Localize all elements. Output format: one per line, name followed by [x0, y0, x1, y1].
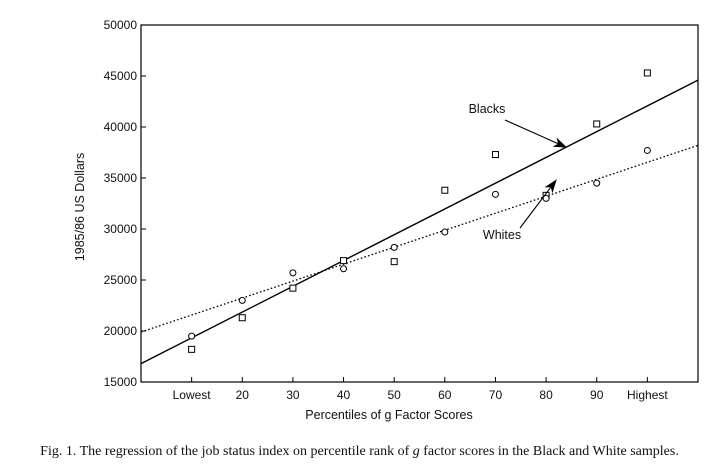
- y-tick-label: 20000: [104, 324, 138, 338]
- y-tick-label: 40000: [104, 120, 138, 134]
- x-tick-label: 60: [438, 388, 452, 402]
- x-tick-label: 20: [236, 388, 250, 402]
- data-point-blacks: [289, 284, 297, 292]
- x-tick-label: Lowest: [173, 388, 212, 402]
- x-tick-label: 30: [286, 388, 300, 402]
- x-tick-label: 70: [489, 388, 503, 402]
- data-point-blacks: [643, 69, 651, 77]
- chart-area: 15000 20000 25000 30000 35000 40000 45000 50000…: [73, 18, 699, 422]
- x-tick-label: 80: [539, 388, 553, 402]
- y-tick-label: 30000: [104, 222, 138, 236]
- data-point-blacks: [441, 186, 449, 194]
- annotation-label-whites: Whites: [483, 228, 521, 242]
- data-point-whites: [188, 332, 196, 340]
- data-point-whites: [390, 243, 398, 251]
- data-point-whites: [542, 194, 550, 202]
- y-tick-label: 35000: [104, 171, 138, 185]
- annotation-label-blacks: Blacks: [469, 102, 506, 116]
- figure-caption: Fig. 1. The regression of the job status…: [0, 444, 719, 460]
- caption-text-before: Fig. 1. The regression of the job status…: [40, 444, 413, 459]
- data-point-whites: [340, 265, 348, 273]
- y-tick-label: 15000: [104, 375, 138, 389]
- fit-line-blacks: [140, 79, 699, 365]
- y-tick-label: 45000: [104, 69, 138, 83]
- y-tick-label: 50000: [104, 18, 138, 32]
- x-tick-label: Highest: [627, 388, 668, 402]
- data-point-blacks: [340, 257, 348, 265]
- data-point-blacks: [491, 151, 499, 159]
- data-point-whites: [643, 146, 651, 154]
- data-point-whites: [593, 179, 601, 187]
- y-tick-label: 25000: [104, 273, 138, 287]
- data-point-blacks: [238, 314, 246, 322]
- annotation-arrow-blacks: [504, 119, 568, 148]
- y-axis-title: 1985/86 US Dollars: [73, 153, 87, 261]
- data-point-blacks: [390, 258, 398, 266]
- data-point-blacks: [188, 345, 196, 353]
- x-axis-title: Percentiles of g Factor Scores: [305, 408, 472, 422]
- data-point-whites: [238, 296, 246, 304]
- x-tick-label: 40: [337, 388, 351, 402]
- plot-frame: [140, 24, 699, 383]
- x-tick-label: 90: [590, 388, 604, 402]
- caption-text-after: factor scores in the Black and White sam…: [419, 444, 679, 459]
- data-point-whites: [441, 228, 449, 236]
- annotation-arrow-whites: [519, 179, 557, 229]
- caption-text-italic: g: [412, 444, 420, 459]
- x-tick-label: 50: [388, 388, 402, 402]
- data-point-whites: [491, 190, 499, 198]
- data-point-blacks: [593, 120, 601, 128]
- fit-line-whites: [140, 144, 699, 333]
- data-point-whites: [289, 269, 297, 277]
